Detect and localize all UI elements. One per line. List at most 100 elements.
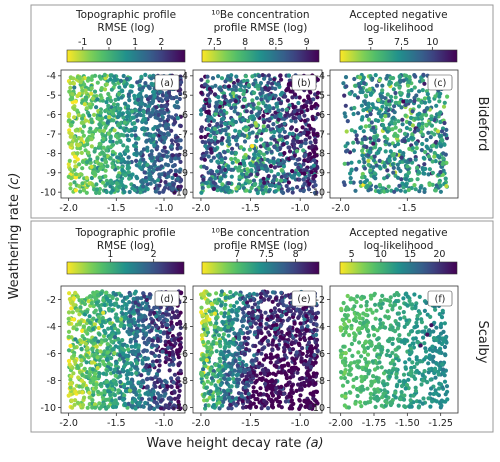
scatter-point xyxy=(82,396,86,400)
scatter-point xyxy=(388,80,392,84)
scatter-point xyxy=(153,354,157,358)
scatter-point xyxy=(405,164,409,168)
y-tick-label: -8 xyxy=(179,149,188,160)
scatter-point xyxy=(85,106,89,110)
scatter-point xyxy=(90,398,94,402)
scatter-point xyxy=(90,301,94,305)
scatter-point xyxy=(98,74,102,78)
scatter-point xyxy=(107,132,111,136)
scatter-point xyxy=(362,144,366,148)
scatter-point xyxy=(201,178,205,182)
scatter-point xyxy=(71,371,75,375)
colorbar-subtitle: profile RMSE (log) xyxy=(214,22,308,34)
x-tick-label: -2.0 xyxy=(331,203,350,214)
colorbar-subtitle: RMSE (log) xyxy=(97,240,154,252)
scatter-point xyxy=(260,406,264,410)
scatter-point xyxy=(368,150,372,154)
scatter-point xyxy=(372,175,376,179)
scatter-point xyxy=(349,180,353,184)
scatter-point xyxy=(170,176,174,180)
scatter-point xyxy=(137,401,141,405)
scatter-point xyxy=(419,115,423,119)
scatter-point xyxy=(412,99,416,103)
scatter-point xyxy=(282,364,286,368)
scatter-point xyxy=(74,188,78,192)
scatter-point xyxy=(203,158,207,162)
scatter-point xyxy=(74,139,78,143)
scatter-point xyxy=(67,330,71,334)
scatter-point xyxy=(131,116,135,120)
scatter-point xyxy=(291,187,295,191)
scatter-point xyxy=(80,88,84,92)
scatter-point xyxy=(360,149,364,153)
scatter-point xyxy=(81,160,85,164)
scatter-point xyxy=(385,189,389,193)
scatter-point xyxy=(91,96,95,100)
scatter-point xyxy=(92,170,96,174)
scatter-point xyxy=(398,169,402,173)
scatter-point xyxy=(398,91,402,95)
scatter-point xyxy=(127,170,131,174)
scatter-point xyxy=(257,74,261,78)
scatter-point xyxy=(251,130,255,134)
scatter-point xyxy=(74,172,78,176)
scatter-point xyxy=(262,124,266,128)
scatter-point xyxy=(391,162,395,166)
scatter-point xyxy=(429,135,433,139)
scatter-point xyxy=(133,126,137,130)
scatter-point xyxy=(86,137,90,141)
scatter-point xyxy=(345,148,349,152)
scatter-point xyxy=(113,128,117,132)
scatter-point xyxy=(117,106,121,110)
scatter-point xyxy=(72,85,76,89)
scatter-point xyxy=(67,310,71,314)
scatter-point xyxy=(231,161,235,165)
scatter-point xyxy=(134,108,138,112)
scatter-point xyxy=(157,152,161,156)
scatter-point xyxy=(134,371,138,375)
scatter-point xyxy=(304,141,308,145)
scatter-point xyxy=(121,187,125,191)
scatter-point xyxy=(359,180,363,184)
colorbar-tick-label: 8 xyxy=(242,37,248,48)
scatter-point xyxy=(164,150,168,154)
scatter-point xyxy=(280,108,284,112)
scatter-point xyxy=(151,137,155,141)
scatter-point xyxy=(277,124,281,128)
scatter-point xyxy=(130,328,134,332)
scatter-point xyxy=(426,131,430,135)
scatter-point xyxy=(391,76,395,80)
scatter-point xyxy=(403,132,407,136)
scatter-point xyxy=(130,364,134,368)
scatter-point xyxy=(302,189,306,193)
scatter-point xyxy=(69,176,73,180)
scatter-point xyxy=(411,146,415,150)
scatter-point xyxy=(219,177,223,181)
scatter-point xyxy=(78,305,82,309)
scatter-point xyxy=(392,166,396,170)
scatter-point xyxy=(280,91,284,95)
y-tick-label: -7 xyxy=(47,129,56,140)
scatter-point xyxy=(249,168,253,172)
scatter-point xyxy=(295,185,299,189)
scatter-point xyxy=(75,308,79,312)
scatter-point xyxy=(126,160,130,164)
scatter-point xyxy=(270,82,274,86)
scatter-point xyxy=(311,396,315,400)
scatter-point xyxy=(175,309,179,313)
scatter-point xyxy=(396,163,400,167)
scatter-point xyxy=(354,167,358,171)
scatter-point xyxy=(152,400,156,404)
scatter-point xyxy=(168,328,172,332)
scatter-point xyxy=(378,159,382,163)
scatter-point xyxy=(244,128,248,132)
scatter-point xyxy=(302,114,306,118)
scatter-point xyxy=(151,363,155,367)
scatter-point xyxy=(251,157,255,161)
scatter-point xyxy=(214,109,218,113)
scatter-point xyxy=(246,336,250,340)
scatter-point xyxy=(297,398,301,402)
scatter-point xyxy=(153,375,157,379)
scatter-point xyxy=(99,93,103,97)
scatter-point xyxy=(267,73,271,77)
